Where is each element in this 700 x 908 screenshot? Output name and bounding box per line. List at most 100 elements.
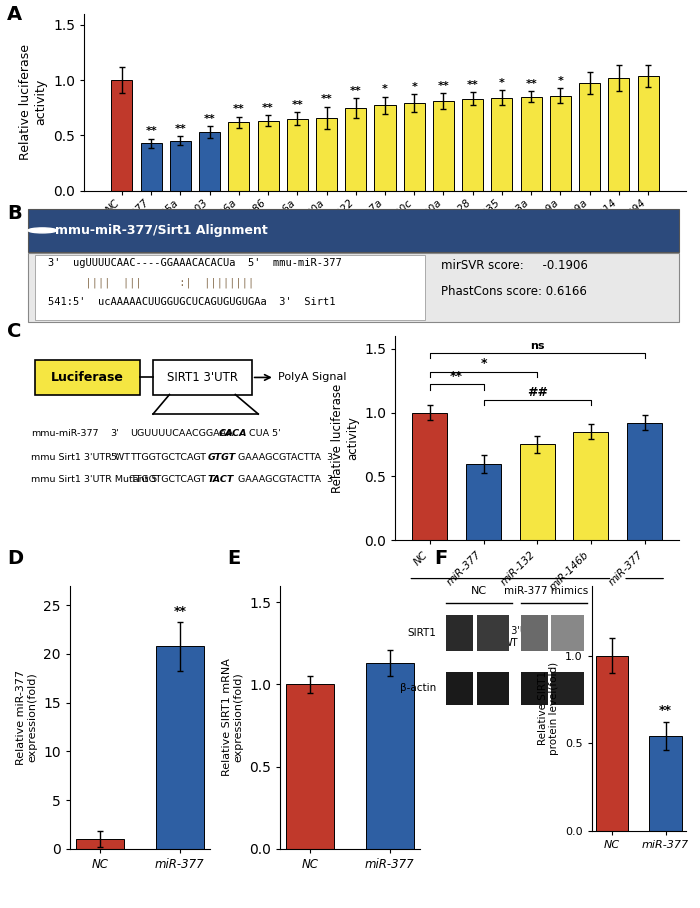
Text: ||||  |||      :|  ||||||||: |||| ||| :| |||||||| (48, 277, 254, 288)
Bar (650, 736, 682, 831)
Bar (228, 122, 249, 191)
Text: SIRT1 3'UTR
WT: SIRT1 3'UTR WT (481, 627, 540, 647)
Text: *: * (412, 83, 417, 93)
Text: NC: NC (470, 587, 486, 597)
Text: **: ** (350, 85, 362, 95)
Text: TACT: TACT (208, 476, 234, 485)
Bar (199, 132, 220, 191)
Bar (316, 118, 337, 191)
Bar (404, 104, 425, 191)
Bar (76, 839, 124, 849)
Bar (573, 431, 608, 540)
Text: mmu-miR-377/Sirt1 Alignment: mmu-miR-377/Sirt1 Alignment (55, 224, 268, 237)
Text: C: C (7, 322, 22, 341)
Text: D: D (7, 549, 23, 568)
Bar (433, 101, 454, 191)
Bar (551, 672, 584, 706)
Bar (141, 143, 162, 191)
Text: TTGGTGCTCAGT: TTGGTGCTCAGT (130, 453, 206, 462)
Bar (462, 99, 483, 191)
Text: miR-377 mimics: miR-377 mimics (504, 587, 589, 597)
Bar (550, 95, 571, 191)
Bar (412, 412, 447, 540)
Bar (170, 141, 191, 191)
Y-axis label: Relative luciferase
activity: Relative luciferase activity (331, 383, 359, 493)
Text: CACA: CACA (218, 429, 246, 438)
Bar (366, 663, 414, 849)
Text: **: ** (174, 124, 186, 134)
Bar (596, 656, 628, 831)
Bar (521, 672, 548, 706)
Text: SIRT1 3'UTR: SIRT1 3'UTR (167, 371, 238, 384)
Text: **: ** (450, 370, 463, 383)
Text: GAAAGCGTACTTA  3': GAAAGCGTACTTA 3' (237, 453, 335, 462)
Bar (34, 255, 425, 321)
Text: mmu-miR-377: mmu-miR-377 (32, 429, 99, 438)
Bar (520, 445, 554, 540)
Bar (28, 209, 679, 252)
Text: ns: ns (530, 341, 545, 351)
Bar (374, 105, 395, 191)
Text: 541:5'  ucAAAAACUUGGUGCUCAGUGUGUGAa  3'  Sirt1: 541:5' ucAAAAACUUGGUGCUCAGUGUGUGAa 3' Si… (48, 297, 335, 307)
Text: *: * (557, 75, 564, 85)
Text: **: ** (262, 104, 274, 114)
Bar (445, 672, 472, 706)
Text: **: ** (467, 80, 479, 90)
Text: A: A (7, 5, 22, 24)
Bar (521, 615, 548, 651)
Bar (28, 253, 679, 322)
Text: **: ** (659, 704, 672, 717)
Text: B: B (7, 204, 22, 223)
Text: GAAAGCGTACTTA  3': GAAAGCGTACTTA 3' (237, 476, 335, 485)
Text: CUA 5': CUA 5' (249, 429, 281, 438)
Circle shape (28, 228, 57, 232)
Text: **: ** (204, 114, 216, 124)
Bar (111, 80, 132, 191)
Bar (153, 360, 252, 394)
Text: **: ** (525, 79, 537, 89)
Bar (445, 615, 472, 651)
Y-axis label: Relative miR-377
expression(fold): Relative miR-377 expression(fold) (16, 670, 38, 765)
Text: PhastCons score: 0.6166: PhastCons score: 0.6166 (442, 285, 587, 298)
Text: **: ** (233, 104, 245, 114)
Bar (551, 615, 584, 651)
Text: 3'  ugUUUUCAAC----GGAAACACACUa  5'  mmu-miR-377: 3' ugUUUUCAAC----GGAAACACACUa 5' mmu-miR… (48, 258, 342, 269)
Text: **: ** (321, 94, 332, 104)
Y-axis label: Relative SIRT1 mRNA
expression(fold): Relative SIRT1 mRNA expression(fold) (222, 658, 244, 776)
Text: mmu Sirt1 3'UTR WT: mmu Sirt1 3'UTR WT (32, 453, 130, 462)
Text: F: F (434, 549, 447, 568)
Text: **: ** (438, 81, 449, 91)
Bar (491, 98, 512, 191)
Text: β-actin: β-actin (400, 684, 437, 694)
Text: 3': 3' (111, 429, 119, 438)
Text: SIRT1: SIRT1 (407, 627, 437, 637)
Text: *: * (499, 78, 505, 88)
Text: mmu Sirt1 3'UTR Mutant 5': mmu Sirt1 3'UTR Mutant 5' (32, 476, 160, 485)
Text: *: * (382, 84, 388, 94)
Bar (521, 96, 542, 191)
Y-axis label: Relative SIRT1
protein level(fold): Relative SIRT1 protein level(fold) (538, 662, 559, 755)
Y-axis label: Relative luciferase
activity: Relative luciferase activity (20, 44, 48, 160)
Bar (608, 78, 629, 191)
Bar (627, 423, 662, 540)
Text: **: ** (174, 605, 186, 617)
Text: PolyA Signal: PolyA Signal (278, 372, 346, 382)
Bar (345, 108, 366, 191)
Text: **: ** (291, 100, 303, 110)
Text: ##: ## (526, 386, 547, 399)
Text: TTGGTGCTCAGT: TTGGTGCTCAGT (130, 476, 206, 485)
Bar (466, 464, 501, 540)
Bar (477, 672, 509, 706)
Text: **: ** (145, 126, 157, 136)
Text: E: E (228, 549, 241, 568)
Text: GTGT: GTGT (208, 453, 236, 462)
Bar (34, 360, 140, 394)
Bar (156, 646, 204, 849)
Bar (287, 119, 308, 191)
Text: UGUUUUCAACGGAAA: UGUUUUCAACGGAAA (130, 429, 233, 438)
Bar (477, 615, 509, 651)
Bar (638, 75, 659, 191)
Bar (258, 121, 279, 191)
Bar (286, 685, 334, 849)
Text: Mutation: Mutation (623, 627, 666, 637)
